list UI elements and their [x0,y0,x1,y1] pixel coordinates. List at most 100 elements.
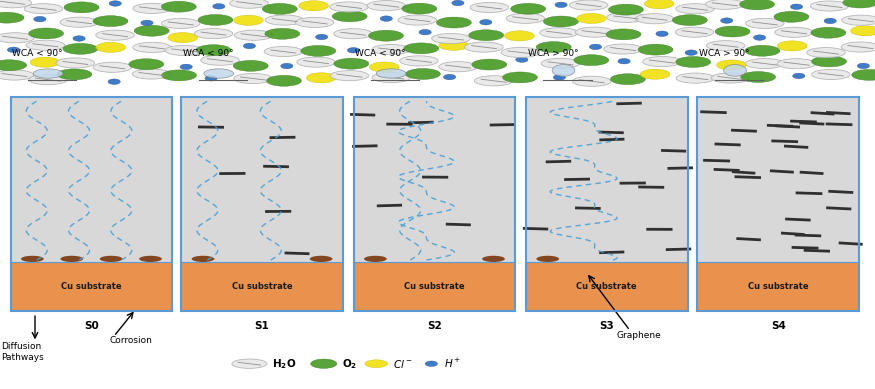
Ellipse shape [141,20,153,26]
Ellipse shape [205,75,217,81]
Ellipse shape [0,70,33,80]
Text: Cu substrate: Cu substrate [232,282,292,291]
Ellipse shape [807,47,845,58]
Ellipse shape [213,4,225,9]
Ellipse shape [705,0,744,9]
Ellipse shape [133,42,172,53]
Ellipse shape [200,55,239,65]
Ellipse shape [134,25,169,36]
Ellipse shape [109,1,122,6]
Ellipse shape [774,27,813,37]
Ellipse shape [24,4,63,14]
Ellipse shape [541,58,579,68]
Ellipse shape [777,41,807,51]
Ellipse shape [296,18,334,28]
Ellipse shape [7,47,19,53]
Ellipse shape [380,16,392,21]
Text: $\mathit{H}^+$: $\mathit{H}^+$ [444,357,461,370]
Ellipse shape [108,79,120,84]
Ellipse shape [330,2,368,12]
Ellipse shape [438,40,468,50]
Ellipse shape [553,75,565,80]
Ellipse shape [858,63,870,68]
Ellipse shape [717,60,746,70]
Ellipse shape [402,3,437,14]
Ellipse shape [745,46,780,56]
Bar [354,262,515,311]
Ellipse shape [405,68,440,79]
Ellipse shape [511,4,546,14]
Ellipse shape [552,65,575,76]
Ellipse shape [372,72,410,82]
Ellipse shape [376,69,406,78]
Ellipse shape [265,15,304,25]
Ellipse shape [777,59,816,69]
Ellipse shape [33,69,63,78]
Ellipse shape [164,46,203,56]
Text: Cu substrate: Cu substrate [404,282,465,291]
Ellipse shape [234,15,263,25]
Text: Cu substrate: Cu substrate [61,282,122,291]
Ellipse shape [540,28,578,38]
Ellipse shape [536,42,571,53]
Ellipse shape [438,61,477,72]
Ellipse shape [0,60,26,71]
Ellipse shape [281,63,293,69]
Ellipse shape [403,43,438,54]
Ellipse shape [229,0,268,8]
Ellipse shape [644,0,674,9]
Ellipse shape [608,4,643,15]
Ellipse shape [21,256,44,262]
Text: Cu substrate: Cu substrate [748,282,808,291]
Ellipse shape [505,31,535,41]
Ellipse shape [0,0,31,8]
Ellipse shape [753,35,766,40]
Ellipse shape [306,73,336,83]
Ellipse shape [347,47,360,53]
Ellipse shape [400,56,438,66]
Ellipse shape [555,2,567,7]
Text: Cu substrate: Cu substrate [577,282,637,291]
Ellipse shape [672,15,707,26]
Text: S2: S2 [427,321,442,331]
Ellipse shape [850,26,875,36]
Ellipse shape [604,44,642,54]
Ellipse shape [264,46,303,56]
Ellipse shape [316,34,328,40]
Text: WCA < 90°: WCA < 90° [183,49,234,58]
Ellipse shape [685,50,697,55]
Ellipse shape [437,17,472,28]
Ellipse shape [721,18,733,23]
Ellipse shape [676,56,710,67]
Ellipse shape [572,76,611,86]
Ellipse shape [334,58,369,69]
Ellipse shape [676,73,715,83]
Ellipse shape [746,18,784,28]
Ellipse shape [469,30,504,41]
Text: S1: S1 [255,321,270,331]
Ellipse shape [444,74,456,80]
Ellipse shape [676,4,714,14]
Ellipse shape [60,17,99,27]
Ellipse shape [330,70,368,81]
Text: Graphene: Graphene [617,331,662,340]
Ellipse shape [574,55,609,66]
Ellipse shape [161,1,196,12]
Ellipse shape [180,64,192,70]
Bar [354,97,515,262]
Ellipse shape [64,2,99,13]
Ellipse shape [100,256,122,262]
Ellipse shape [60,256,83,262]
Ellipse shape [365,360,388,368]
Ellipse shape [372,44,410,54]
Ellipse shape [425,361,438,366]
Text: WCA > 90°: WCA > 90° [528,49,578,58]
Text: Corrosion: Corrosion [109,336,152,345]
Ellipse shape [570,0,608,10]
Bar [181,97,343,262]
Ellipse shape [774,11,809,22]
Ellipse shape [824,18,836,24]
Ellipse shape [515,57,528,62]
Ellipse shape [419,30,431,35]
Ellipse shape [643,56,682,67]
